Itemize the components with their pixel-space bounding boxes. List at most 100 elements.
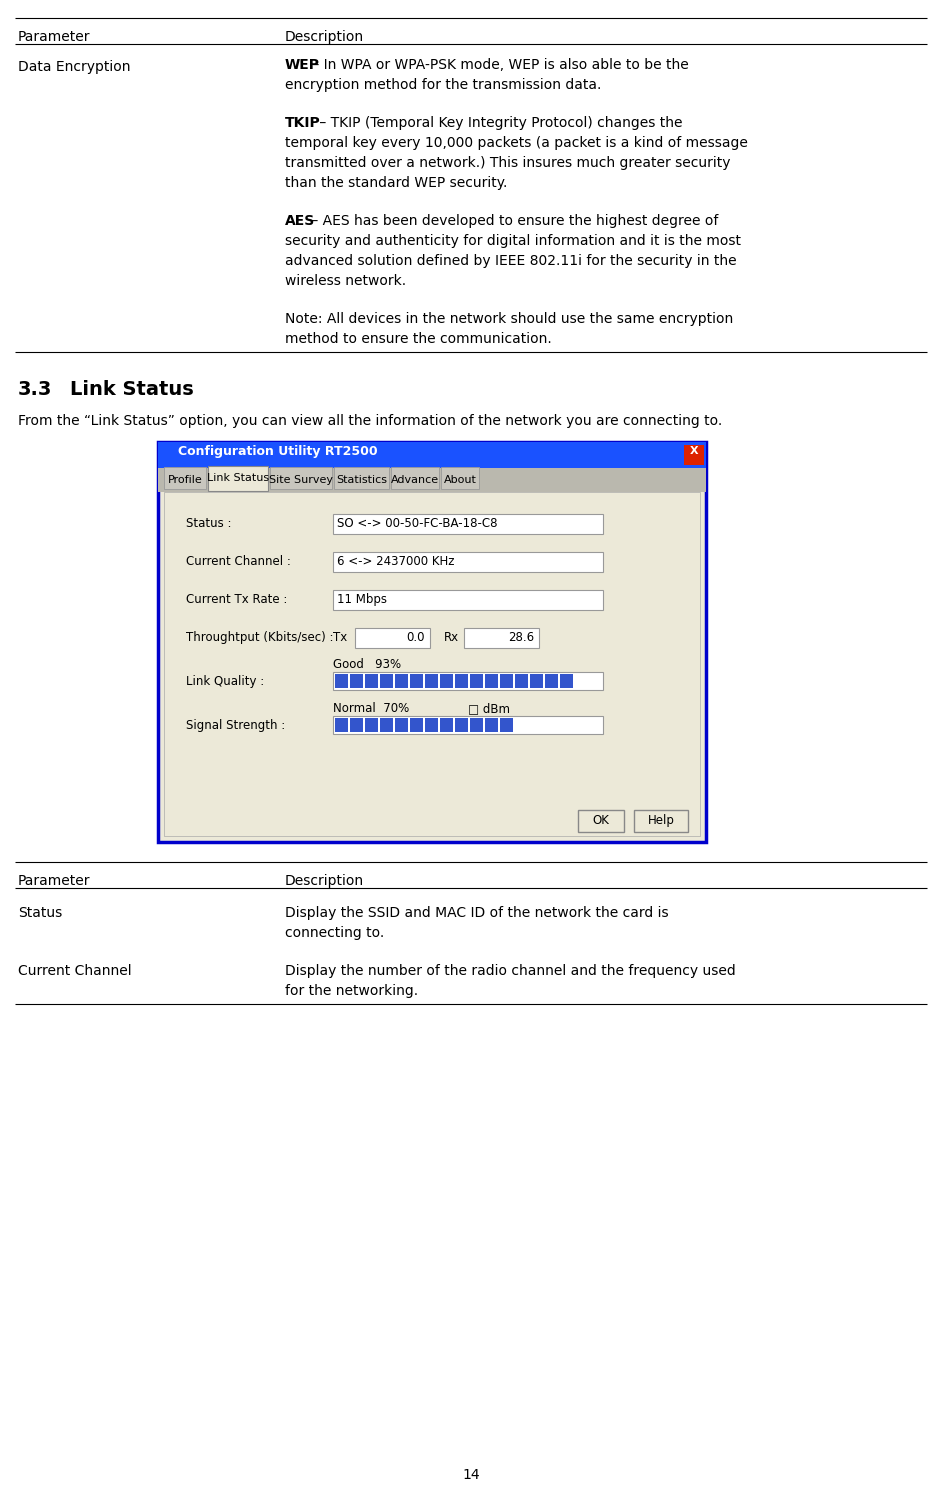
Bar	[440, 674, 453, 688]
Bar	[158, 468, 706, 492]
Text: security and authenticity for digital information and it is the most: security and authenticity for digital in…	[285, 235, 741, 248]
Text: About: About	[444, 475, 477, 484]
Bar	[335, 674, 348, 688]
Text: wireless network.: wireless network.	[285, 274, 406, 289]
Text: Status :: Status :	[186, 517, 232, 531]
Text: Display the SSID and MAC ID of the network the card is: Display the SSID and MAC ID of the netwo…	[285, 906, 669, 919]
Text: □ dBm: □ dBm	[468, 703, 510, 715]
Text: Profile: Profile	[168, 475, 203, 484]
Text: Normal  70%: Normal 70%	[333, 703, 409, 715]
Text: Parameter: Parameter	[18, 875, 90, 888]
Text: Link Status: Link Status	[207, 472, 269, 483]
Text: Link Status: Link Status	[70, 380, 194, 399]
Bar	[395, 674, 408, 688]
Bar	[634, 810, 688, 833]
Text: Good   93%: Good 93%	[333, 658, 401, 671]
Bar	[333, 552, 603, 573]
Bar	[545, 674, 558, 688]
Text: 3.3: 3.3	[18, 380, 53, 399]
Bar	[441, 466, 479, 489]
Bar	[350, 718, 363, 733]
Text: Throughtput (Kbits/sec) :: Throughtput (Kbits/sec) :	[186, 631, 333, 644]
Bar	[500, 674, 513, 688]
Bar	[333, 716, 603, 734]
Text: Rx: Rx	[444, 631, 459, 644]
Bar	[455, 718, 468, 733]
Bar	[470, 674, 483, 688]
Bar	[578, 810, 624, 833]
Text: Description: Description	[285, 875, 365, 888]
Text: Data Encryption: Data Encryption	[18, 60, 131, 73]
Text: Configuration Utility RT2500: Configuration Utility RT2500	[178, 446, 378, 457]
Bar	[158, 443, 706, 842]
Text: AES: AES	[285, 214, 316, 229]
Text: Tx: Tx	[333, 631, 348, 644]
Bar	[455, 674, 468, 688]
Bar	[270, 466, 332, 489]
Bar	[530, 674, 543, 688]
Bar	[515, 674, 528, 688]
Text: transmitted over a network.) This insures much greater security: transmitted over a network.) This insure…	[285, 155, 730, 170]
Text: Site Survey: Site Survey	[269, 475, 333, 484]
Text: WEP: WEP	[285, 58, 320, 72]
Bar	[440, 718, 453, 733]
Bar	[464, 628, 539, 647]
Bar	[391, 466, 439, 489]
Bar	[395, 718, 408, 733]
Bar	[335, 718, 348, 733]
Text: encryption method for the transmission data.: encryption method for the transmission d…	[285, 78, 601, 93]
Bar	[410, 718, 423, 733]
Bar	[333, 591, 603, 610]
Bar	[164, 492, 700, 836]
Text: Display the number of the radio channel and the frequency used: Display the number of the radio channel …	[285, 964, 736, 978]
Bar	[500, 718, 513, 733]
Text: 0.0: 0.0	[407, 631, 425, 644]
Text: SO <-> 00-50-FC-BA-18-C8: SO <-> 00-50-FC-BA-18-C8	[337, 517, 497, 531]
Text: OK: OK	[593, 813, 609, 827]
Text: for the networking.: for the networking.	[285, 984, 418, 999]
Text: Description: Description	[285, 30, 365, 43]
Text: – AES has been developed to ensure the highest degree of: – AES has been developed to ensure the h…	[307, 214, 719, 229]
Text: 6 <-> 2437000 KHz: 6 <-> 2437000 KHz	[337, 555, 454, 568]
Text: Link Quality :: Link Quality :	[186, 676, 265, 688]
Text: Signal Strength :: Signal Strength :	[186, 719, 285, 733]
Bar	[365, 674, 378, 688]
Text: Current Tx Rate :: Current Tx Rate :	[186, 594, 287, 605]
Text: – TKIP (Temporal Key Integrity Protocol) changes the: – TKIP (Temporal Key Integrity Protocol)…	[315, 117, 683, 130]
Text: 11 Mbps: 11 Mbps	[337, 594, 387, 605]
Bar	[684, 446, 704, 465]
Text: advanced solution defined by IEEE 802.11i for the security in the: advanced solution defined by IEEE 802.11…	[285, 254, 737, 268]
Text: Help: Help	[647, 813, 674, 827]
Bar	[334, 466, 389, 489]
Bar	[333, 671, 603, 691]
Bar	[164, 466, 206, 489]
Text: Parameter: Parameter	[18, 30, 90, 43]
Text: X: X	[690, 446, 698, 456]
Bar	[485, 718, 498, 733]
Text: – In WPA or WPA-PSK mode, WEP is also able to be the: – In WPA or WPA-PSK mode, WEP is also ab…	[308, 58, 689, 72]
Bar	[380, 718, 393, 733]
Text: than the standard WEP security.: than the standard WEP security.	[285, 176, 508, 190]
Bar	[350, 674, 363, 688]
Bar	[425, 718, 438, 733]
Text: Statistics: Statistics	[336, 475, 387, 484]
Text: From the “Link Status” option, you can view all the information of the network y: From the “Link Status” option, you can v…	[18, 414, 723, 428]
Text: TKIP: TKIP	[285, 117, 320, 130]
Text: Advance: Advance	[391, 475, 439, 484]
Bar	[560, 674, 573, 688]
Text: connecting to.: connecting to.	[285, 925, 384, 940]
Text: method to ensure the communication.: method to ensure the communication.	[285, 332, 552, 345]
Bar	[208, 466, 268, 490]
Bar	[365, 718, 378, 733]
Text: Current Channel :: Current Channel :	[186, 555, 291, 568]
Bar	[470, 718, 483, 733]
Text: temporal key every 10,000 packets (a packet is a kind of message: temporal key every 10,000 packets (a pac…	[285, 136, 748, 150]
Bar	[355, 628, 430, 647]
Text: Current Channel: Current Channel	[18, 964, 132, 978]
Bar	[333, 514, 603, 534]
Text: 28.6: 28.6	[508, 631, 534, 644]
Bar	[380, 674, 393, 688]
Text: Status: Status	[18, 906, 62, 919]
Text: Note: All devices in the network should use the same encryption: Note: All devices in the network should …	[285, 312, 733, 326]
Text: 14: 14	[463, 1468, 479, 1482]
